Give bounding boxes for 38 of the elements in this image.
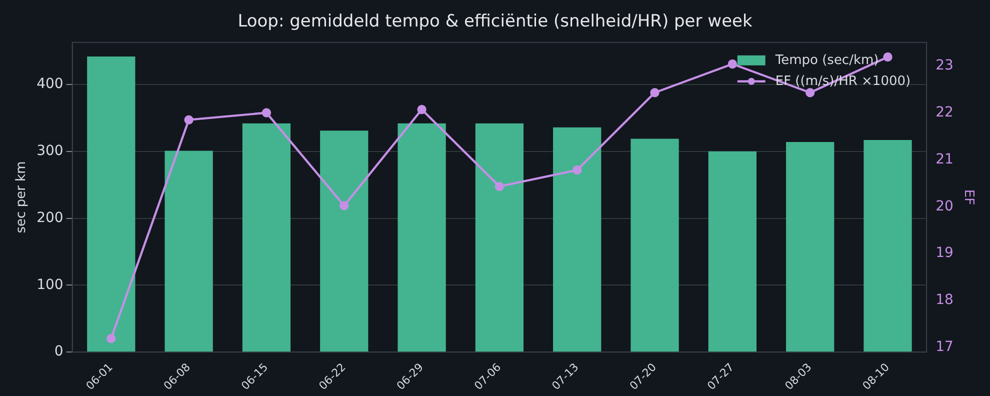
bar [553, 127, 602, 352]
point [494, 182, 504, 192]
y-tick-label: 400 [36, 76, 64, 92]
point [106, 334, 116, 344]
bar [864, 140, 912, 352]
bar [708, 151, 757, 352]
bar [87, 56, 136, 352]
point [417, 104, 426, 114]
point [262, 108, 272, 118]
bar [320, 130, 368, 352]
y-tick-label: 300 [36, 143, 64, 160]
point [340, 201, 349, 210]
point [883, 52, 892, 62]
bar [630, 138, 679, 352]
y2-tick-label: 19 [936, 245, 954, 262]
point [184, 115, 194, 124]
y2-tick-label: 23 [936, 58, 954, 74]
y2-tick-label: 22 [936, 104, 954, 120]
y2-tick-label: 17 [936, 339, 954, 356]
point [805, 88, 815, 98]
y-tick-label: 0 [54, 344, 64, 360]
chart-title: Loop: gemiddeld tempo & efficiëntie (snelheid/HR) per week [238, 12, 752, 32]
bar [398, 123, 446, 352]
legend-label: Tempo (sec/km) [774, 52, 879, 68]
bar [475, 123, 524, 352]
y2-tick-label: 21 [936, 151, 954, 168]
point [572, 165, 582, 175]
bar [786, 142, 834, 352]
bar [164, 150, 213, 352]
y2-tick-label: 18 [936, 292, 954, 308]
bar [242, 123, 291, 352]
y-axis-title: sec per km [14, 161, 30, 234]
point [728, 59, 738, 69]
y2-tick-label: 20 [936, 198, 954, 214]
y-tick-label: 100 [36, 276, 64, 293]
y-tick-label: 200 [36, 210, 64, 226]
point [650, 88, 660, 98]
y2-axis-title: EF [960, 189, 976, 206]
